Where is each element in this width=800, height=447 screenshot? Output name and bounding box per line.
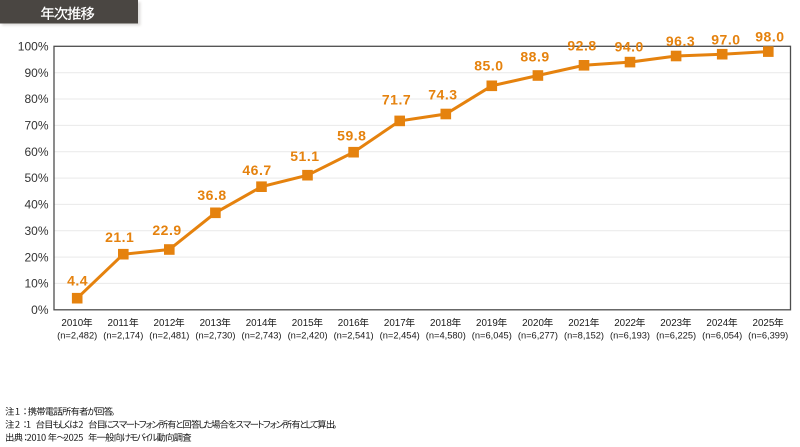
- svg-text:46.7: 46.7: [242, 162, 271, 178]
- svg-text:(n=6,045): (n=6,045): [472, 330, 512, 340]
- svg-text:30%: 30%: [24, 224, 48, 238]
- svg-text:4.4: 4.4: [67, 273, 88, 289]
- svg-text:60%: 60%: [24, 145, 48, 159]
- svg-text:50%: 50%: [24, 171, 48, 185]
- svg-text:2023: 2023: [660, 318, 682, 329]
- svg-text:(n=2,420): (n=2,420): [288, 330, 328, 340]
- svg-text:20%: 20%: [24, 250, 48, 264]
- svg-text:0%: 0%: [31, 303, 49, 317]
- svg-text:97.0: 97.0: [711, 32, 740, 48]
- svg-text:2025: 2025: [753, 318, 775, 329]
- svg-text:2010: 2010: [61, 318, 83, 329]
- svg-text:(n=8,152): (n=8,152): [564, 330, 604, 340]
- svg-text:(n=2,541): (n=2,541): [334, 330, 374, 340]
- svg-text:2020: 2020: [522, 318, 544, 329]
- svg-text:(n=6,399): (n=6,399): [748, 330, 788, 340]
- svg-text:(n=6,193): (n=6,193): [610, 330, 650, 340]
- svg-text:(n=2,481): (n=2,481): [149, 330, 189, 340]
- svg-text:21.1: 21.1: [105, 229, 134, 245]
- svg-text:2016: 2016: [338, 318, 360, 329]
- svg-text:(n=2,743): (n=2,743): [241, 330, 281, 340]
- svg-text:(n=4,580): (n=4,580): [426, 330, 466, 340]
- svg-text:92.8: 92.8: [567, 38, 596, 54]
- svg-text:40%: 40%: [24, 198, 48, 212]
- svg-text:2013: 2013: [200, 318, 222, 329]
- svg-text:80%: 80%: [24, 92, 48, 106]
- svg-text:94.0: 94.0: [615, 38, 644, 54]
- svg-text:90%: 90%: [24, 66, 48, 80]
- svg-text:51.1: 51.1: [290, 148, 319, 164]
- svg-text:(n=2,482): (n=2,482): [57, 330, 97, 340]
- svg-text:2011: 2011: [108, 318, 129, 329]
- svg-text:2012: 2012: [154, 318, 176, 329]
- svg-text:2024: 2024: [706, 318, 728, 329]
- svg-text:(n=6,054): (n=6,054): [702, 330, 742, 340]
- svg-text:(n=6,277): (n=6,277): [518, 330, 558, 340]
- svg-text:59.8: 59.8: [337, 128, 366, 144]
- svg-text:100%: 100%: [18, 40, 49, 54]
- svg-text:10%: 10%: [24, 277, 48, 291]
- svg-text:(n=2,174): (n=2,174): [103, 330, 143, 340]
- svg-text:74.3: 74.3: [428, 86, 457, 102]
- svg-text:(n=2,730): (n=2,730): [195, 330, 235, 340]
- svg-text:70%: 70%: [24, 119, 48, 133]
- svg-text:85.0: 85.0: [474, 58, 503, 74]
- svg-text:2021: 2021: [568, 318, 590, 329]
- svg-text:2022: 2022: [614, 318, 636, 329]
- svg-text:98.0: 98.0: [755, 28, 784, 44]
- svg-text:(n=2,454): (n=2,454): [380, 330, 420, 340]
- svg-text:2019: 2019: [476, 318, 498, 329]
- svg-text:2014: 2014: [246, 318, 268, 329]
- svg-text:22.9: 22.9: [152, 222, 181, 238]
- svg-text:(n=6,225): (n=6,225): [656, 330, 696, 340]
- svg-text:36.8: 36.8: [197, 187, 226, 203]
- svg-text:88.9: 88.9: [520, 49, 549, 65]
- svg-text:2018: 2018: [430, 318, 452, 329]
- svg-text:96.3: 96.3: [666, 33, 695, 49]
- svg-text:2015: 2015: [292, 318, 314, 329]
- svg-text:71.7: 71.7: [382, 92, 411, 108]
- svg-text:2017: 2017: [384, 318, 406, 329]
